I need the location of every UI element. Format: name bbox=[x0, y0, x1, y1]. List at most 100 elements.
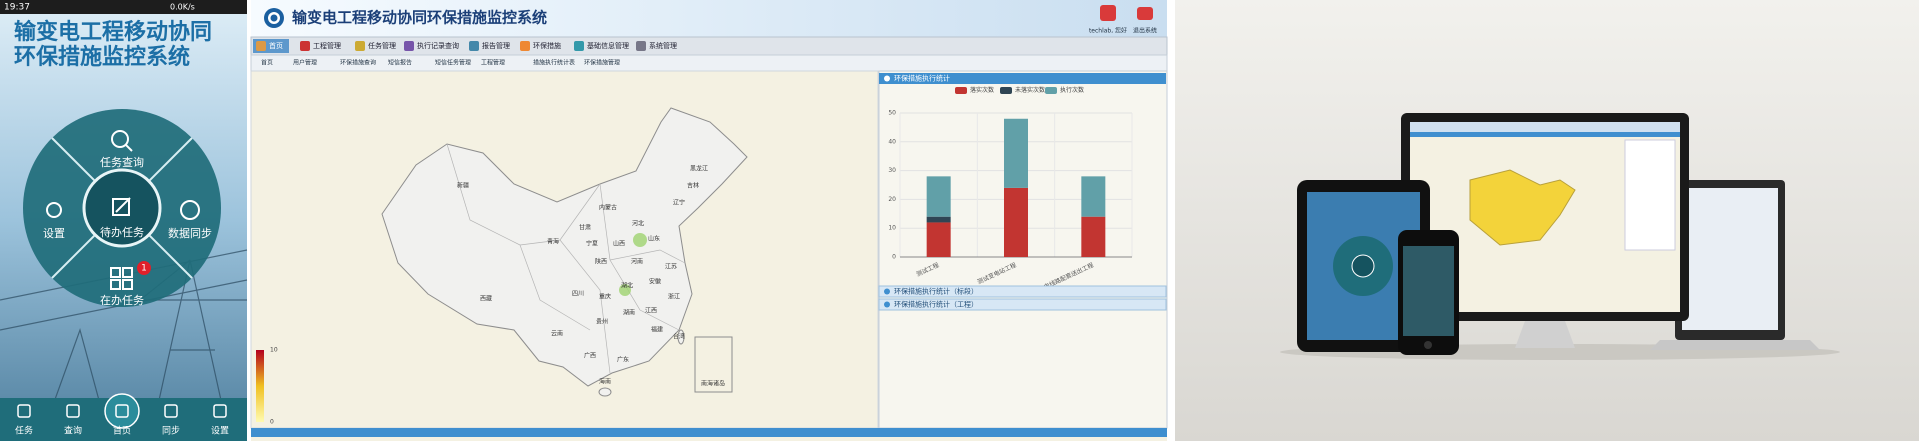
province-label: 福建 bbox=[651, 326, 663, 334]
menu-icon bbox=[636, 41, 646, 51]
province-label: 浙江 bbox=[668, 293, 680, 301]
panel-title[interactable]: 环保措施执行统计（工程） bbox=[894, 300, 978, 309]
nav-icon bbox=[164, 404, 178, 418]
bar-segment bbox=[926, 176, 951, 217]
province-label: 内蒙古 bbox=[599, 204, 617, 212]
province-label: 山西 bbox=[613, 240, 625, 248]
province-label: 甘肃 bbox=[579, 224, 591, 232]
app-title: 输变电工程移动协同 bbox=[14, 19, 212, 45]
legend-label[interactable]: 落实次数 bbox=[970, 86, 994, 94]
province-label: 山东 bbox=[648, 235, 660, 243]
y-tick-label: 20 bbox=[888, 196, 896, 203]
app-title: 环保措施监控系统 bbox=[14, 44, 190, 70]
panel-title: 环保措施执行统计 bbox=[894, 74, 950, 83]
province-label: 吉林 bbox=[687, 182, 699, 190]
menu-label[interactable]: 设置 bbox=[43, 227, 65, 240]
map-legend-label: 10 bbox=[270, 347, 278, 354]
menu-label[interactable]: 任务查询 bbox=[100, 155, 144, 169]
province-label: 广西 bbox=[584, 352, 596, 360]
menu-item[interactable]: 首页 bbox=[269, 41, 283, 50]
nav-label[interactable]: 首页 bbox=[113, 425, 131, 437]
nav-label[interactable]: 设置 bbox=[211, 426, 229, 437]
province-label: 宁夏 bbox=[586, 240, 598, 248]
y-tick-label: 50 bbox=[888, 110, 896, 117]
legend-swatch bbox=[955, 87, 967, 94]
tab[interactable]: 环保措施管理 bbox=[584, 59, 620, 67]
menu-icon bbox=[300, 41, 310, 51]
menu-label[interactable]: 待办任务 bbox=[100, 225, 144, 239]
nav-label[interactable]: 任务 bbox=[15, 425, 33, 437]
menu-icon bbox=[574, 41, 584, 51]
web-title: 输变电工程移动协同环保措施监控系统 bbox=[292, 9, 547, 27]
menu-icon bbox=[404, 41, 414, 51]
province-label: 南海诸岛 bbox=[701, 380, 725, 388]
mobile-app: 19:37 0.0K/s 输变电工程移动协同 环保措施监控系统 任务查询 设置 … bbox=[0, 0, 248, 441]
menu-item[interactable]: 系统管理 bbox=[649, 41, 677, 50]
bar-segment bbox=[1004, 118, 1028, 188]
menu-item[interactable]: 执行记录查询 bbox=[417, 41, 459, 50]
province-label: 西藏 bbox=[480, 295, 492, 303]
tab[interactable]: 措施执行统计表 bbox=[533, 59, 575, 67]
menu-item[interactable]: 任务管理 bbox=[368, 41, 396, 50]
tab[interactable]: 短信报告 bbox=[388, 59, 412, 67]
province-label: 江西 bbox=[645, 308, 657, 315]
menu-item[interactable]: 环保措施 bbox=[533, 41, 561, 50]
province-label: 青海 bbox=[547, 238, 559, 246]
menu-icon bbox=[520, 41, 530, 51]
menu-item[interactable]: 基础信息管理 bbox=[587, 41, 629, 50]
nav-icon bbox=[115, 404, 129, 418]
bar-segment bbox=[1004, 187, 1028, 257]
bar-segment bbox=[926, 216, 951, 223]
legend-label[interactable]: 执行次数 bbox=[1060, 86, 1084, 94]
bar-segment bbox=[926, 222, 951, 257]
province-label: 新疆 bbox=[457, 182, 469, 190]
menu-label[interactable]: 数据同步 bbox=[168, 226, 212, 240]
bar-segment bbox=[1081, 216, 1106, 257]
province-label: 云南 bbox=[551, 330, 563, 338]
legend-swatch bbox=[1000, 87, 1012, 94]
nav-icon bbox=[17, 404, 31, 418]
menu-label[interactable]: 在办任务 bbox=[100, 294, 144, 307]
province-label: 台湾 bbox=[673, 333, 685, 341]
province-label: 江苏 bbox=[665, 263, 677, 271]
y-tick-label: 0 bbox=[892, 254, 896, 261]
bar-segment bbox=[1081, 176, 1106, 217]
tab[interactable]: 环保措施查询 bbox=[340, 59, 376, 67]
web-system: 输变电工程移动协同环保措施监控系统 techlab, 您好 退出系统 首页工程管… bbox=[250, 0, 1168, 441]
province-label: 陕西 bbox=[595, 258, 607, 266]
panel-title[interactable]: 环保措施执行统计（标段） bbox=[894, 287, 978, 296]
nav-label[interactable]: 查询 bbox=[64, 425, 82, 437]
status-time: 19:37 bbox=[4, 3, 30, 13]
nav-icon bbox=[66, 404, 80, 418]
province-label: 四川 bbox=[572, 291, 584, 298]
device-mockup bbox=[1175, 0, 1919, 441]
tab[interactable]: 工程管理 bbox=[481, 59, 505, 67]
menu-icon bbox=[469, 41, 479, 51]
province-label: 湖南 bbox=[623, 309, 635, 317]
user-name: techlab, 您好 bbox=[1089, 27, 1127, 35]
legend-swatch bbox=[1045, 87, 1057, 94]
tab[interactable]: 短信任务管理 bbox=[435, 59, 471, 67]
province-label: 广东 bbox=[617, 356, 629, 364]
menu-icon bbox=[256, 41, 266, 51]
tab[interactable]: 用户管理 bbox=[293, 59, 317, 67]
province-label: 海南 bbox=[599, 378, 611, 386]
menu-item[interactable]: 报告管理 bbox=[482, 41, 510, 50]
nav-label[interactable]: 同步 bbox=[162, 426, 180, 437]
logout[interactable]: 退出系统 bbox=[1133, 27, 1157, 35]
y-tick-label: 30 bbox=[888, 167, 896, 174]
menu-item[interactable]: 工程管理 bbox=[313, 41, 341, 50]
province-label: 辽宁 bbox=[673, 199, 685, 207]
province-label: 河南 bbox=[631, 258, 643, 266]
menu-icon bbox=[355, 41, 365, 51]
province-label: 重庆 bbox=[599, 293, 611, 301]
province-label: 黑龙江 bbox=[690, 165, 708, 173]
badge: 1 bbox=[141, 264, 147, 274]
tab[interactable]: 首页 bbox=[261, 59, 273, 67]
province-label: 湖北 bbox=[621, 282, 633, 290]
province-label: 贵州 bbox=[596, 318, 608, 326]
status-net: 0.0K/s bbox=[170, 3, 195, 12]
legend-label[interactable]: 未落实次数 bbox=[1015, 86, 1045, 94]
